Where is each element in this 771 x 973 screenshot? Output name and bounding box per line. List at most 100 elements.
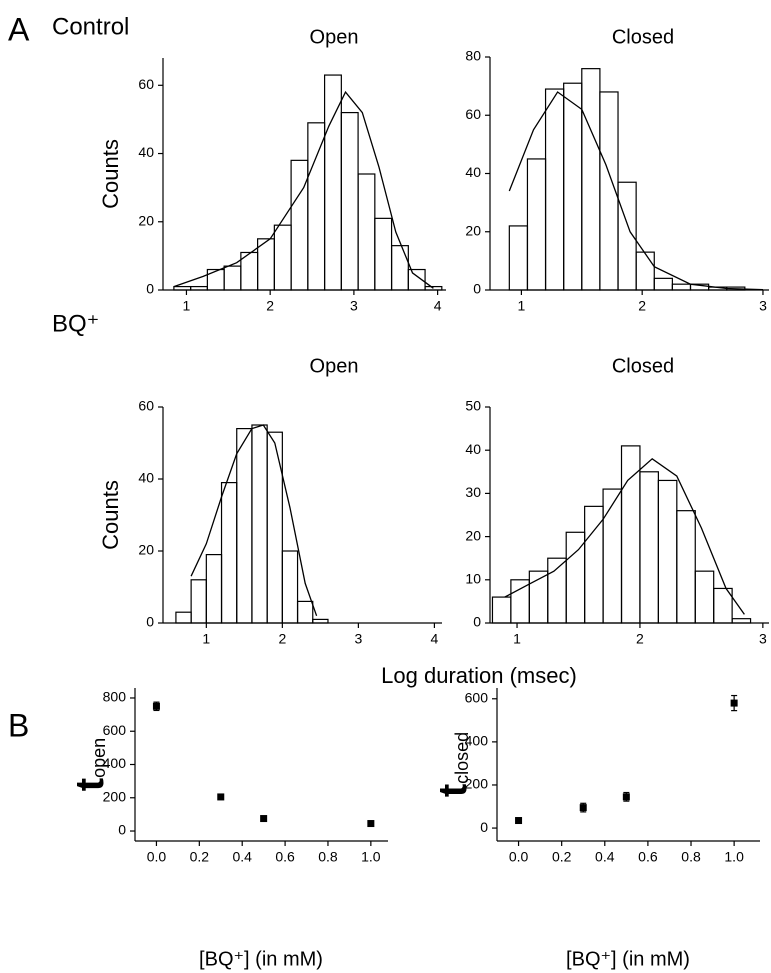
histogram-bar [563, 82, 583, 291]
y-tick-label: 200 [465, 776, 489, 792]
y-tick-label: 200 [103, 788, 127, 804]
x-tick-label: 3 [354, 631, 362, 647]
panel-label: B [8, 707, 29, 743]
histogram-bar [671, 283, 692, 291]
y-tick-label: 600 [465, 689, 489, 705]
x-tick-label: 0.6 [638, 849, 658, 865]
x-tick-label: 1.0 [361, 849, 381, 865]
x-tick-label: 0.6 [275, 849, 295, 865]
fit-curve [508, 91, 764, 291]
x-tick-label: 0.0 [509, 849, 529, 865]
x-tick-label: 3 [350, 298, 358, 314]
data-point [579, 804, 587, 812]
x-tick-label: 2 [278, 631, 286, 647]
y-tick-label: 600 [103, 722, 127, 738]
histogram-bar [390, 245, 409, 291]
x-tick-label: 0.2 [190, 849, 210, 865]
histogram-bar [635, 251, 655, 291]
x-tick-label: 2 [636, 631, 644, 647]
x-axis-label: [BQ⁺] (in mM) [199, 948, 323, 970]
histogram-bar [657, 479, 678, 624]
y-tick-label: 80 [465, 48, 481, 64]
x-tick-label: 4 [430, 631, 438, 647]
data-point [622, 793, 630, 801]
x-tick-label: 0.8 [318, 849, 338, 865]
y-tick-label: 10 [465, 571, 481, 587]
y-tick-label: 60 [465, 106, 481, 122]
histogram-bar [357, 173, 376, 291]
x-tick-label: 3 [759, 631, 767, 647]
histogram-bar [731, 618, 752, 624]
y-tick-label: 30 [465, 484, 481, 500]
data-point [260, 815, 268, 823]
histogram-bar [526, 158, 547, 291]
y-tick-label: 40 [138, 144, 154, 160]
y-label-symbol: t [431, 784, 475, 797]
y-tick-label: 20 [138, 212, 154, 228]
y-tick-label: 0 [480, 819, 488, 835]
y-label-subscript: closed [452, 732, 472, 784]
x-tick-label: 1 [183, 298, 191, 314]
x-tick-label: 0.4 [232, 849, 252, 865]
histogram-bar [190, 285, 208, 291]
x-tick-label: 0.8 [681, 849, 701, 865]
histogram-bar [190, 579, 207, 624]
x-tick-label: 2 [638, 298, 646, 314]
histogram-bar [340, 111, 359, 291]
x-tick-label: 0.2 [552, 849, 572, 865]
x-tick-label: 1.0 [724, 849, 744, 865]
fit-curve [173, 90, 434, 289]
data-point [367, 820, 375, 828]
histogram-bar [220, 482, 238, 624]
histogram-bar [676, 510, 696, 624]
y-tick-label: 60 [138, 76, 154, 92]
histogram-bar [653, 277, 673, 291]
y-axis-label: topen [68, 738, 112, 791]
y-label-symbol: t [68, 778, 112, 791]
histogram-bar [236, 428, 253, 624]
histogram-bar [290, 159, 309, 291]
histogram-bar [323, 74, 342, 291]
histogram-bar [205, 553, 223, 624]
data-point [515, 817, 523, 825]
data-point [152, 702, 160, 710]
histogram-bar [206, 268, 225, 291]
histogram-bar [544, 88, 565, 291]
histogram-bar [491, 596, 512, 624]
histogram-bar [312, 618, 329, 624]
histogram-bar [713, 587, 733, 624]
histogram-bar [273, 224, 292, 291]
histogram-bar [266, 431, 283, 624]
histogram-bar [251, 424, 268, 624]
x-tick-label: 4 [434, 298, 442, 314]
chart-title: Open [310, 26, 359, 48]
y-tick-label: 0 [146, 614, 154, 630]
histogram-bar [694, 570, 715, 624]
histogram-bar [602, 488, 623, 624]
y-tick-label: 400 [465, 733, 489, 749]
x-tick-label: 3 [759, 298, 767, 314]
y-tick-label: 20 [138, 542, 154, 558]
histogram-bar [223, 265, 242, 291]
y-tick-label: 400 [103, 755, 127, 771]
y-tick-label: 40 [465, 441, 481, 457]
x-tick-label: 1 [513, 631, 521, 647]
y-tick-label: 20 [465, 527, 481, 543]
x-tick-label: 2 [266, 298, 274, 314]
histogram-bar [407, 268, 426, 291]
histogram-bar [581, 68, 601, 291]
y-tick-label: 0 [473, 614, 481, 630]
histogram-bar [173, 285, 192, 291]
fit-curve [190, 424, 318, 617]
x-tick-label: 0.4 [595, 849, 615, 865]
panel-label: A [8, 11, 30, 47]
y-tick-label: 20 [465, 222, 481, 238]
group-label: BQ⁺ [52, 310, 99, 337]
y-axis-label: tclosed [431, 732, 475, 797]
x-tick-label: 1 [518, 298, 526, 314]
chart-title: Open [310, 355, 359, 377]
data-point [217, 793, 225, 801]
histogram-bar [307, 122, 326, 291]
histogram-bar [584, 505, 604, 624]
